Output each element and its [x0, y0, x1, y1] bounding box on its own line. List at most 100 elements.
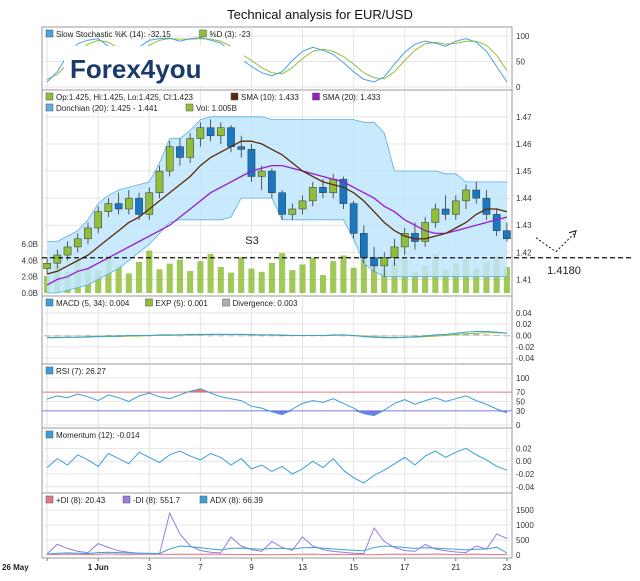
candle-body [237, 146, 246, 150]
volume-bar [422, 266, 429, 293]
volume-bar [125, 273, 132, 293]
candle-body [94, 211, 103, 229]
price-y-tick: 1.47 [516, 113, 532, 122]
legend-label: %D (3): -23 [210, 30, 251, 39]
minus-di-line [46, 511, 508, 555]
candle-body [319, 187, 327, 193]
candle-body [370, 257, 378, 267]
x-tick-label: 3 [147, 563, 152, 572]
candle-body [206, 127, 215, 137]
x-tick-label: 9 [249, 563, 254, 572]
volume-bar [299, 264, 306, 293]
candle-body [278, 192, 286, 215]
legend-label: MACD (5, 34): 0.004 [56, 299, 130, 308]
divergence-bar [105, 334, 112, 336]
momentum-y-tick: -0.04 [516, 483, 535, 492]
candle-body [176, 146, 184, 158]
volume-bar [319, 275, 327, 293]
divergence-bar [268, 335, 275, 337]
volume-bar [411, 271, 418, 293]
candle-body [451, 200, 460, 215]
momentum-y-tick: -0.02 [516, 470, 535, 479]
divergence-bar [176, 335, 183, 337]
candle-body [339, 178, 348, 204]
price-y-tick: 1.41 [516, 275, 532, 284]
forex4you-logo: Forex4you [70, 54, 202, 84]
momentum-panel: -0.04 -0.02 0.00 0.02 Momentum (12): -0.014 [41, 427, 535, 494]
divergence-bar [217, 335, 224, 337]
legend-label: ADX (8): 66.39 [210, 496, 263, 505]
volume-y-tick: 6.0B [22, 240, 38, 249]
volume-bar [136, 262, 143, 293]
divergence-bar [503, 335, 510, 337]
stochastic-panel: 0 50 100 Slow Stochastic %K (14): -32.15 %D … [41, 26, 530, 92]
divergence-bar [381, 335, 388, 337]
macd-panel-frame [41, 295, 513, 365]
candle-body [492, 214, 501, 231]
price-y-tick: 1.42 [516, 248, 532, 257]
legend-label: +DI (8): 20.43 [56, 496, 106, 505]
legend-swatch [222, 298, 230, 307]
candle-body [53, 254, 62, 264]
x-tick-label: 26 May [2, 563, 29, 572]
sma20-line [46, 164, 508, 286]
legend-swatch [199, 495, 208, 504]
volume-bar [483, 262, 490, 293]
divergence-bar [248, 335, 255, 337]
donchian-lower-line [47, 197, 507, 294]
x-tick-label: 21 [451, 563, 460, 572]
macd-y-tick: 0.00 [516, 332, 532, 341]
candle-body [165, 146, 174, 172]
volume-bar [217, 266, 224, 293]
candle-body [482, 197, 491, 215]
legend-swatch [45, 298, 54, 307]
candle-body [431, 208, 440, 223]
legend-label: Op:1.425, Hi:1.425, Lo:1.425, Cl:1.423 [56, 93, 194, 102]
adx-y-tick: 500 [516, 536, 530, 545]
divergence-bar [391, 335, 398, 337]
volume-bar [95, 270, 102, 293]
volume-y-tick: 4.0B [22, 256, 38, 265]
candle-body [155, 170, 164, 193]
legend-swatch [185, 103, 194, 112]
volume-bar [166, 263, 173, 293]
legend-label: Momentum (12): -0.014 [56, 431, 140, 440]
legend-label: SMA (10): 1.433 [241, 93, 299, 102]
rsi-y-tick: 70 [516, 388, 525, 397]
candle-body [196, 127, 205, 139]
adx-line [47, 545, 508, 555]
divergence-bar [371, 335, 378, 337]
candle-body [390, 246, 399, 259]
price-y-tick: 1.44 [516, 194, 532, 203]
projection-arrow-up [555, 233, 575, 253]
volume-bar [289, 270, 296, 293]
legend-swatch [45, 366, 54, 375]
projection-arrowhead [568, 230, 577, 238]
legend-label: SMA (20): 1.433 [323, 93, 381, 102]
candle-body [114, 203, 123, 210]
legend-swatch [122, 495, 131, 504]
legend-label: RSI (7): 26.27 [56, 367, 106, 376]
macd-y-tick: 0.02 [516, 320, 532, 329]
candle-body [227, 127, 235, 147]
volume-bar [238, 257, 245, 293]
candle-body [104, 203, 113, 212]
divergence-bar [411, 334, 418, 336]
candle-body [84, 227, 92, 240]
macd-panel: -0.04 -0.02 0.00 0.02 0.04 MACD (5, 34): 0.00… [41, 295, 535, 365]
volume-bar [258, 271, 265, 293]
volume-bar [115, 266, 122, 293]
support-s3-label: S3 [245, 235, 258, 247]
legend-label: Slow Stochastic %K (14): -32.15 [56, 30, 171, 39]
legend-swatch [45, 495, 54, 504]
macd-y-tick: 0.04 [516, 309, 532, 318]
x-tick-label: 13 [298, 563, 307, 572]
legend-label: Vol: 1.005B [196, 104, 237, 113]
legend-swatch [45, 29, 54, 38]
plus-di-line [47, 553, 507, 556]
candle-body [257, 170, 266, 177]
candle-body [288, 208, 297, 215]
volume-bar [197, 261, 204, 293]
volume-bar [503, 266, 510, 293]
